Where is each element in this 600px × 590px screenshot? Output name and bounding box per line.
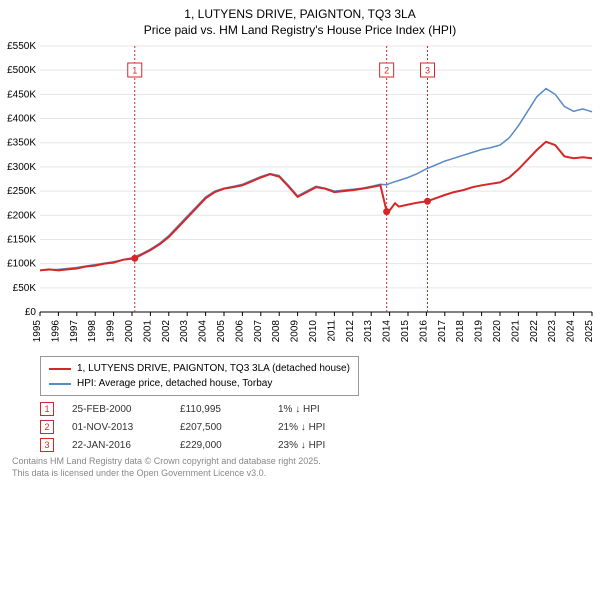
svg-text:£350K: £350K <box>7 138 36 149</box>
legend-label: 1, LUTYENS DRIVE, PAIGNTON, TQ3 3LA (det… <box>77 361 350 376</box>
price-detail-table: 1 25-FEB-2000 £110,995 1% ↓ HPI 2 01-NOV-2013… <box>40 402 590 452</box>
svg-text:2022: 2022 <box>529 320 540 343</box>
legend-swatch <box>49 383 71 385</box>
svg-text:1996: 1996 <box>50 320 61 343</box>
svg-text:2001: 2001 <box>142 320 153 343</box>
sale-point <box>383 209 390 216</box>
svg-text:2017: 2017 <box>437 320 448 343</box>
x-axis: 1995 1996 1997 1998 1999 2000 2001 2002 2003 2004… <box>32 312 595 342</box>
svg-text:2015: 2015 <box>400 320 411 343</box>
detail-row: 2 01-NOV-2013 £207,500 21% ↓ HPI <box>40 420 590 434</box>
price-paid-series <box>40 142 592 271</box>
svg-text:£250K: £250K <box>7 186 36 197</box>
svg-text:2011: 2011 <box>326 320 337 342</box>
svg-text:2005: 2005 <box>216 320 227 343</box>
svg-text:2010: 2010 <box>308 320 319 343</box>
svg-text:2009: 2009 <box>290 320 301 343</box>
svg-text:£150K: £150K <box>7 235 36 246</box>
svg-text:2003: 2003 <box>179 320 190 343</box>
svg-text:£450K: £450K <box>7 90 36 101</box>
detail-marker: 1 <box>40 402 54 416</box>
svg-text:2018: 2018 <box>455 320 466 343</box>
svg-text:£0: £0 <box>25 307 37 318</box>
svg-text:£400K: £400K <box>7 114 36 125</box>
svg-text:1998: 1998 <box>87 320 98 343</box>
svg-text:2000: 2000 <box>124 320 135 343</box>
marker-label: 3 <box>425 66 430 76</box>
detail-date: 01-NOV-2013 <box>72 422 162 433</box>
detail-marker: 2 <box>40 420 54 434</box>
svg-text:£550K: £550K <box>7 42 36 52</box>
svg-text:2024: 2024 <box>566 320 577 343</box>
line-chart: £0 £50K £100K £150K £200K £250K £300K £350K £400… <box>0 42 600 352</box>
svg-text:2014: 2014 <box>382 320 393 343</box>
svg-text:2007: 2007 <box>253 320 264 343</box>
svg-text:2023: 2023 <box>547 320 558 343</box>
svg-text:2016: 2016 <box>418 320 429 343</box>
detail-price: £207,500 <box>180 422 260 433</box>
gridlines <box>40 46 592 312</box>
chart-title-block: 1, LUTYENS DRIVE, PAIGNTON, TQ3 3LA Pric… <box>0 0 600 38</box>
svg-text:2020: 2020 <box>492 320 503 343</box>
svg-text:2019: 2019 <box>474 320 485 343</box>
svg-text:1997: 1997 <box>69 320 80 343</box>
marker-label: 1 <box>132 66 137 76</box>
footer-line-1: Contains HM Land Registry data © Crown c… <box>12 456 590 468</box>
svg-text:2008: 2008 <box>271 320 282 343</box>
detail-date: 22-JAN-2016 <box>72 440 162 451</box>
legend-item: HPI: Average price, detached house, Torb… <box>49 376 350 391</box>
footer-attribution: Contains HM Land Registry data © Crown c… <box>12 456 590 479</box>
svg-text:1999: 1999 <box>106 320 117 343</box>
detail-price: £229,000 <box>180 440 260 451</box>
detail-row: 1 25-FEB-2000 £110,995 1% ↓ HPI <box>40 402 590 416</box>
svg-text:2006: 2006 <box>234 320 245 343</box>
sale-point <box>424 198 431 205</box>
title-line-1: 1, LUTYENS DRIVE, PAIGNTON, TQ3 3LA <box>0 6 600 22</box>
marker-label: 2 <box>384 66 389 76</box>
legend-item: 1, LUTYENS DRIVE, PAIGNTON, TQ3 3LA (det… <box>49 361 350 376</box>
svg-text:£50K: £50K <box>13 283 37 294</box>
detail-diff: 23% ↓ HPI <box>278 440 368 451</box>
chart-container: £0 £50K £100K £150K £200K £250K £300K £350K £400… <box>0 42 600 352</box>
svg-text:£300K: £300K <box>7 162 36 173</box>
svg-text:2025: 2025 <box>584 320 595 343</box>
detail-diff: 1% ↓ HPI <box>278 404 368 415</box>
svg-text:2012: 2012 <box>345 320 356 343</box>
legend-swatch <box>49 368 71 370</box>
svg-text:1995: 1995 <box>32 320 43 343</box>
detail-price: £110,995 <box>180 404 260 415</box>
svg-text:£200K: £200K <box>7 211 36 222</box>
detail-diff: 21% ↓ HPI <box>278 422 368 433</box>
footer-line-2: This data is licensed under the Open Gov… <box>12 468 590 480</box>
legend-label: HPI: Average price, detached house, Torb… <box>77 376 272 391</box>
hpi-series <box>40 89 592 271</box>
detail-marker: 3 <box>40 438 54 452</box>
detail-row: 3 22-JAN-2016 £229,000 23% ↓ HPI <box>40 438 590 452</box>
detail-date: 25-FEB-2000 <box>72 404 162 415</box>
svg-text:2004: 2004 <box>198 320 209 343</box>
svg-text:£500K: £500K <box>7 66 36 77</box>
svg-text:2002: 2002 <box>161 320 172 343</box>
sale-point <box>131 255 138 262</box>
svg-text:2013: 2013 <box>363 320 374 343</box>
y-axis: £0 £50K £100K £150K £200K £250K £300K £350K £400… <box>7 42 36 318</box>
svg-text:2021: 2021 <box>510 320 521 343</box>
title-line-2: Price paid vs. HM Land Registry's House … <box>0 22 600 38</box>
svg-text:£100K: £100K <box>7 259 36 270</box>
legend: 1, LUTYENS DRIVE, PAIGNTON, TQ3 3LA (det… <box>40 356 359 396</box>
